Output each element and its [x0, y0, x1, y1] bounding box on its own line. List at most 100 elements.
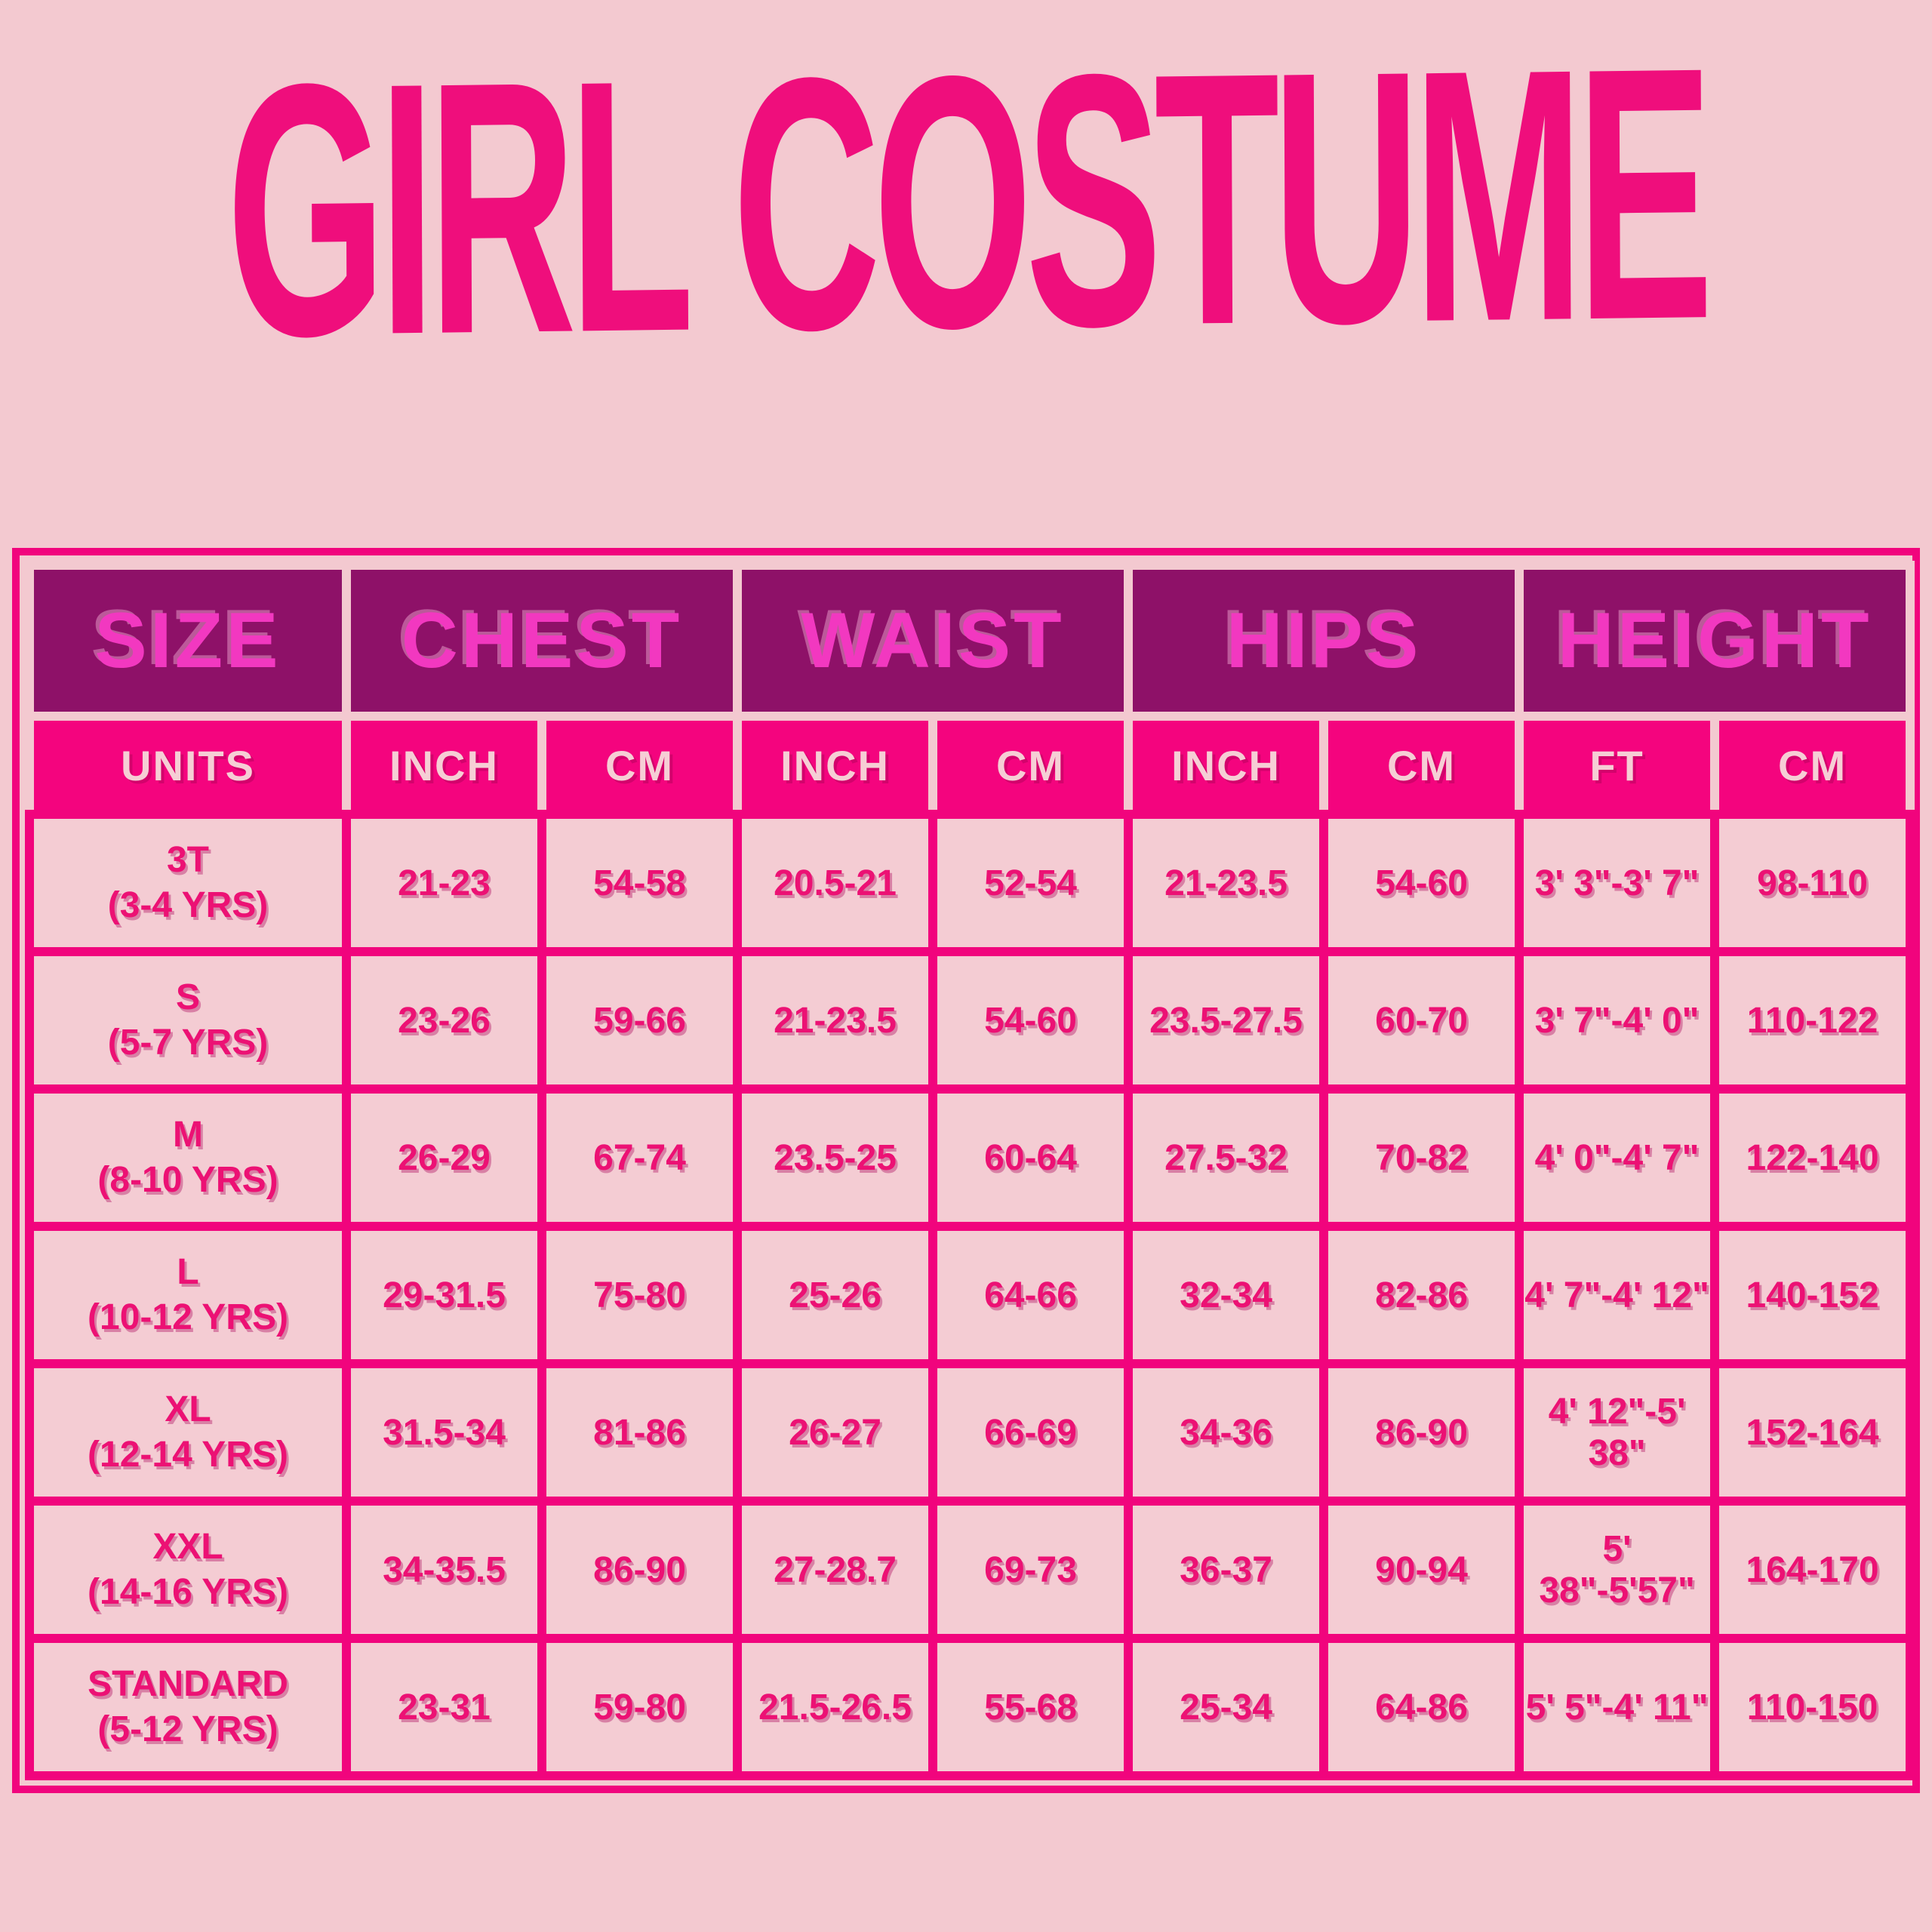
waist-inch-cell: 23.5-25 [733, 1084, 938, 1231]
size-name: S [175, 977, 200, 1017]
chest-inch-cell: 23-31 [342, 1634, 546, 1780]
height-cm-cell: 110-150 [1710, 1634, 1915, 1780]
hips-cm-cell: 64-86 [1319, 1634, 1524, 1780]
chest-inch-cell: 34-35.5 [342, 1497, 546, 1643]
height-ft-cell: 5' 38"-5'57" [1515, 1497, 1720, 1643]
waist-cm-cell: 60-64 [928, 1084, 1134, 1231]
size-name: STANDARD [88, 1664, 288, 1704]
size-chart-table: SIZE CHEST WAIST HIPS HEIGHT UNITS INCH … [25, 561, 1915, 1780]
size-cell: M (8-10 YRS) [25, 1084, 351, 1231]
hips-inch-cell: 23.5-27.5 [1124, 947, 1329, 1094]
chest-inch-cell: 26-29 [342, 1084, 546, 1231]
size-cell: S (5-7 YRS) [25, 947, 351, 1094]
table-row-m: M (8-10 YRS) 26-29 67-74 23.5-25 60-64 2… [25, 1084, 1915, 1231]
table-row-3t: 3T (3-4 YRS) 21-23 54-58 20.5-21 52-54 2… [25, 810, 1915, 956]
size-cell: 3T (3-4 YRS) [25, 810, 351, 956]
header-hips: HIPS [1124, 561, 1524, 721]
size-name: XL [165, 1389, 211, 1429]
chest-inch-cell: 21-23 [342, 810, 546, 956]
size-cell: L (10-12 YRS) [25, 1222, 351, 1368]
size-age-range: (10-12 YRS) [88, 1297, 288, 1337]
hips-inch-cell: 36-37 [1124, 1497, 1329, 1643]
height-cm-cell: 152-164 [1710, 1359, 1915, 1506]
table-units-row: UNITS INCH CM INCH CM INCH CM FT CM [25, 712, 1915, 819]
height-cm-cell: 98-110 [1710, 810, 1915, 956]
waist-inch-cell: 21-23.5 [733, 947, 938, 1094]
height-ft-label: FT [1515, 712, 1720, 819]
hips-cm-label: CM [1319, 712, 1524, 819]
chest-cm-cell: 86-90 [537, 1497, 743, 1643]
hips-cm-cell: 90-94 [1319, 1497, 1524, 1643]
chest-cm-cell: 54-58 [537, 810, 743, 956]
table-row-standard: STANDARD (5-12 YRS) 23-31 59-80 21.5-26.… [25, 1634, 1915, 1780]
hips-inch-cell: 32-34 [1124, 1222, 1329, 1368]
waist-cm-cell: 54-60 [928, 947, 1134, 1094]
header-waist: WAIST [733, 561, 1134, 721]
waist-cm-cell: 69-73 [928, 1497, 1134, 1643]
hips-inch-cell: 27.5-32 [1124, 1084, 1329, 1231]
size-name: L [177, 1252, 199, 1292]
waist-inch-cell: 26-27 [733, 1359, 938, 1506]
hips-cm-cell: 82-86 [1319, 1222, 1524, 1368]
table-row-xxl: XXL (14-16 YRS) 34-35.5 86-90 27-28.7 69… [25, 1497, 1915, 1643]
chest-inch-cell: 31.5-34 [342, 1359, 546, 1506]
height-ft-cell: 5' 5"-4' 11" [1515, 1634, 1720, 1780]
chest-cm-cell: 75-80 [537, 1222, 743, 1368]
size-cell: XXL (14-16 YRS) [25, 1497, 351, 1643]
hips-inch-label: INCH [1124, 712, 1329, 819]
size-name: M [173, 1115, 203, 1155]
hips-cm-cell: 70-82 [1319, 1084, 1524, 1231]
size-name: XXL [152, 1527, 223, 1567]
header-size: SIZE [25, 561, 351, 721]
size-age-range: (8-10 YRS) [97, 1160, 278, 1200]
units-label: UNITS [25, 712, 351, 819]
height-cm-label: CM [1710, 712, 1915, 819]
waist-inch-cell: 20.5-21 [733, 810, 938, 956]
table-row-xl: XL (12-14 YRS) 31.5-34 81-86 26-27 66-69… [25, 1359, 1915, 1506]
page-title-text: GIRL COSTUME [225, 0, 1707, 412]
waist-cm-cell: 55-68 [928, 1634, 1134, 1780]
size-age-range: (3-4 YRS) [107, 885, 269, 925]
height-ft-cell: 4' 7"-4' 12" [1515, 1222, 1720, 1368]
chest-cm-cell: 59-80 [537, 1634, 743, 1780]
hips-inch-cell: 34-36 [1124, 1359, 1329, 1506]
waist-cm-cell: 64-66 [928, 1222, 1134, 1368]
waist-inch-cell: 25-26 [733, 1222, 938, 1368]
height-ft-cell: 3' 7"-4' 0" [1515, 947, 1720, 1094]
chest-inch-cell: 23-26 [342, 947, 546, 1094]
chest-cm-label: CM [537, 712, 743, 819]
chest-inch-label: INCH [342, 712, 546, 819]
waist-cm-cell: 52-54 [928, 810, 1134, 956]
waist-inch-label: INCH [733, 712, 938, 819]
waist-inch-cell: 21.5-26.5 [733, 1634, 938, 1780]
size-age-range: (12-14 YRS) [88, 1435, 288, 1475]
size-cell: XL (12-14 YRS) [25, 1359, 351, 1506]
header-height: HEIGHT [1515, 561, 1915, 721]
chest-cm-cell: 67-74 [537, 1084, 743, 1231]
waist-cm-cell: 66-69 [928, 1359, 1134, 1506]
page-title: GIRL COSTUME [0, 0, 1932, 411]
height-cm-cell: 164-170 [1710, 1497, 1915, 1643]
height-ft-cell: 3' 3"-3' 7" [1515, 810, 1720, 956]
chest-cm-cell: 81-86 [537, 1359, 743, 1506]
hips-inch-cell: 25-34 [1124, 1634, 1329, 1780]
hips-inch-cell: 21-23.5 [1124, 810, 1329, 956]
hips-cm-cell: 86-90 [1319, 1359, 1524, 1506]
height-cm-cell: 110-122 [1710, 947, 1915, 1094]
size-age-range: (5-12 YRS) [97, 1709, 278, 1749]
table-row-s: S (5-7 YRS) 23-26 59-66 21-23.5 54-60 23… [25, 947, 1915, 1094]
size-cell: STANDARD (5-12 YRS) [25, 1634, 351, 1780]
height-ft-cell: 4' 12"-5' 38" [1515, 1359, 1720, 1506]
hips-cm-cell: 54-60 [1319, 810, 1524, 956]
table-header-row: SIZE CHEST WAIST HIPS HEIGHT [25, 561, 1915, 721]
header-chest: CHEST [341, 561, 743, 721]
hips-cm-cell: 60-70 [1319, 947, 1524, 1094]
chest-inch-cell: 29-31.5 [342, 1222, 546, 1368]
waist-inch-cell: 27-28.7 [733, 1497, 938, 1643]
size-chart: SIZE CHEST WAIST HIPS HEIGHT UNITS INCH … [12, 548, 1920, 1793]
waist-cm-label: CM [928, 712, 1134, 819]
height-ft-cell: 4' 0"-4' 7" [1515, 1084, 1720, 1231]
chest-cm-cell: 59-66 [537, 947, 743, 1094]
height-cm-cell: 122-140 [1710, 1084, 1915, 1231]
